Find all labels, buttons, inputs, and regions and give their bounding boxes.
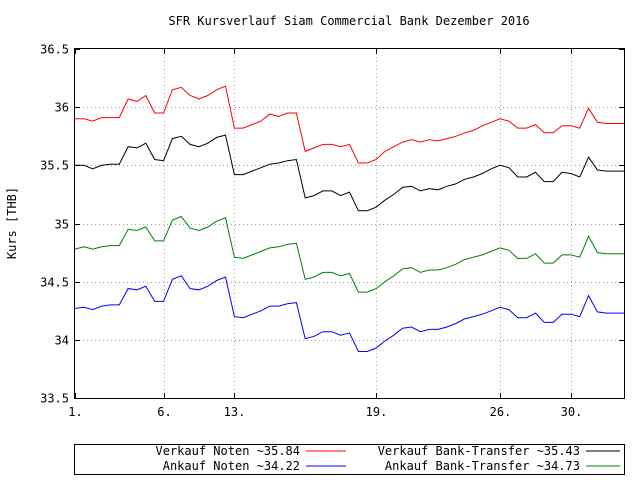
y-tick-label: 34 — [55, 334, 69, 348]
legend-label: Verkauf Noten ~35.84 — [156, 444, 301, 458]
y-tick-label: 35.5 — [40, 159, 69, 173]
y-tick-label: 35 — [55, 218, 69, 232]
axis-ticks: 33.5 34 34.5 35 35.5 36 36.5 1. 6. 13. 19. 26. 30. — [40, 43, 624, 419]
y-tick-label: 36 — [55, 101, 69, 115]
series-line-2 — [74, 275, 624, 352]
plot-frame — [74, 48, 625, 399]
y-tick-label: 36.5 — [40, 43, 69, 57]
legend: Verkauf Noten ~35.84 Verkauf Bank-Transfe… — [74, 444, 625, 475]
legend-label: Ankauf Noten ~34.22 — [163, 459, 300, 473]
grid — [75, 49, 624, 398]
series-lines — [74, 85, 624, 352]
x-tick-label: 19. — [366, 405, 388, 419]
series-line-3 — [74, 215, 624, 293]
y-tick-label: 33.5 — [40, 392, 69, 406]
series-line-1 — [75, 134, 624, 212]
y-axis-label: Kurs [THB] — [5, 187, 19, 259]
chart-title: SFR Kursverlauf Siam Commercial Bank Dez… — [168, 14, 529, 28]
x-tick-label: 30. — [561, 405, 583, 419]
x-tick-label: 1. — [68, 405, 82, 419]
legend-label: Ankauf Bank-Transfer ~34.73 — [385, 459, 580, 473]
series-line-0 — [75, 85, 624, 164]
y-tick-label: 34.5 — [40, 276, 69, 290]
x-tick-label: 6. — [157, 405, 171, 419]
x-tick-label: 13. — [224, 405, 246, 419]
x-tick-label: 26. — [490, 405, 512, 419]
legend-box — [74, 444, 625, 475]
legend-label: Verkauf Bank-Transfer ~35.43 — [378, 444, 580, 458]
